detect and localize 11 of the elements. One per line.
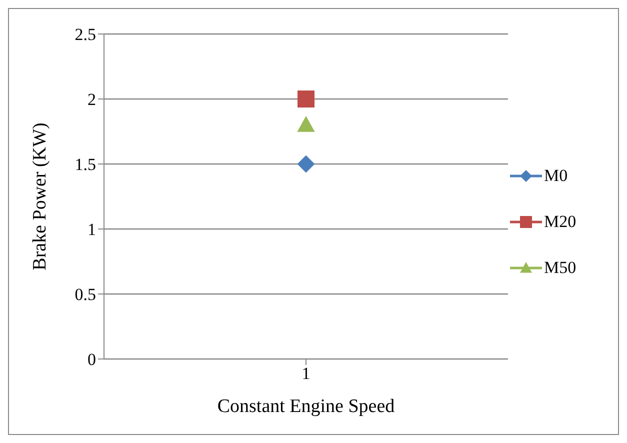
legend-label: M20 [544,212,576,232]
y-tick-label: 0 [88,350,96,370]
y-axis-title: Brake Power (KW) [30,122,51,270]
x-axis-title: Constant Engine Speed [217,396,396,417]
y-tick-label: 0.5 [74,285,96,304]
y-tick-label: 1.5 [74,155,96,174]
legend-label: M50 [544,258,576,278]
y-tick-label: 2 [88,90,96,110]
y-tick-label: 2.5 [74,25,96,44]
legend-label: M0 [544,166,568,186]
y-tick-label: 1 [88,220,96,240]
